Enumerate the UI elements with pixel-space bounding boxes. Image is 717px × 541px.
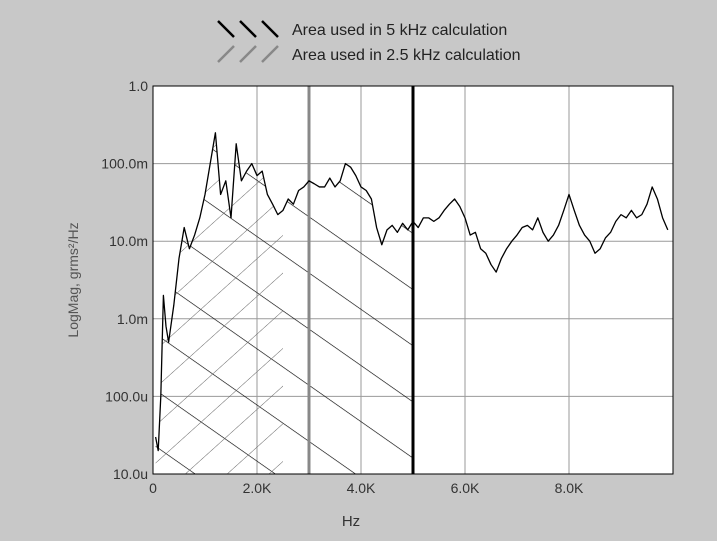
x-tick-label: 2.0K	[243, 480, 272, 496]
y-tick-label: 10.0u	[113, 466, 148, 482]
y-axis-label: LogMag, grms²/Hz	[65, 222, 81, 337]
legend-label: Area used in 5 kHz calculation	[292, 22, 507, 39]
y-tick-label: 100.0u	[105, 388, 148, 404]
vertical-markers	[307, 86, 415, 474]
y-tick-label: 1.0m	[117, 311, 148, 327]
legend-swatch-line	[239, 20, 257, 38]
legend-swatch-line	[217, 45, 235, 63]
legend-swatch-line	[261, 45, 279, 63]
x-tick-label: 8.0K	[555, 480, 584, 496]
legend-swatch-line	[261, 20, 279, 38]
plot-border	[152, 85, 674, 475]
legend-label: Area used in 2.5 kHz calculation	[292, 47, 521, 64]
legend-swatch-line	[217, 20, 235, 38]
x-tick-label: 0	[149, 480, 157, 496]
legend: Area used in 5 kHz calculation Area used …	[217, 20, 521, 64]
x-axis-label: Hz	[342, 513, 360, 530]
legend-swatch-line	[239, 45, 257, 63]
area-2-5khz	[155, 132, 283, 474]
y-tick-labels: 1.0 100.0m 10.0m 1.0m 100.0u 10.0u	[101, 78, 148, 482]
y-tick-label: 10.0m	[109, 233, 148, 249]
y-tick-label: 1.0	[129, 78, 149, 94]
series-line	[154, 132, 669, 452]
series-lines	[154, 132, 669, 452]
x-tick-labels: 0 2.0K 4.0K 6.0K 8.0K	[149, 480, 584, 496]
x-tick-label: 6.0K	[451, 480, 480, 496]
hatched-areas	[155, 132, 413, 474]
y-tick-label: 100.0m	[101, 156, 148, 172]
x-tick-label: 4.0K	[347, 480, 376, 496]
